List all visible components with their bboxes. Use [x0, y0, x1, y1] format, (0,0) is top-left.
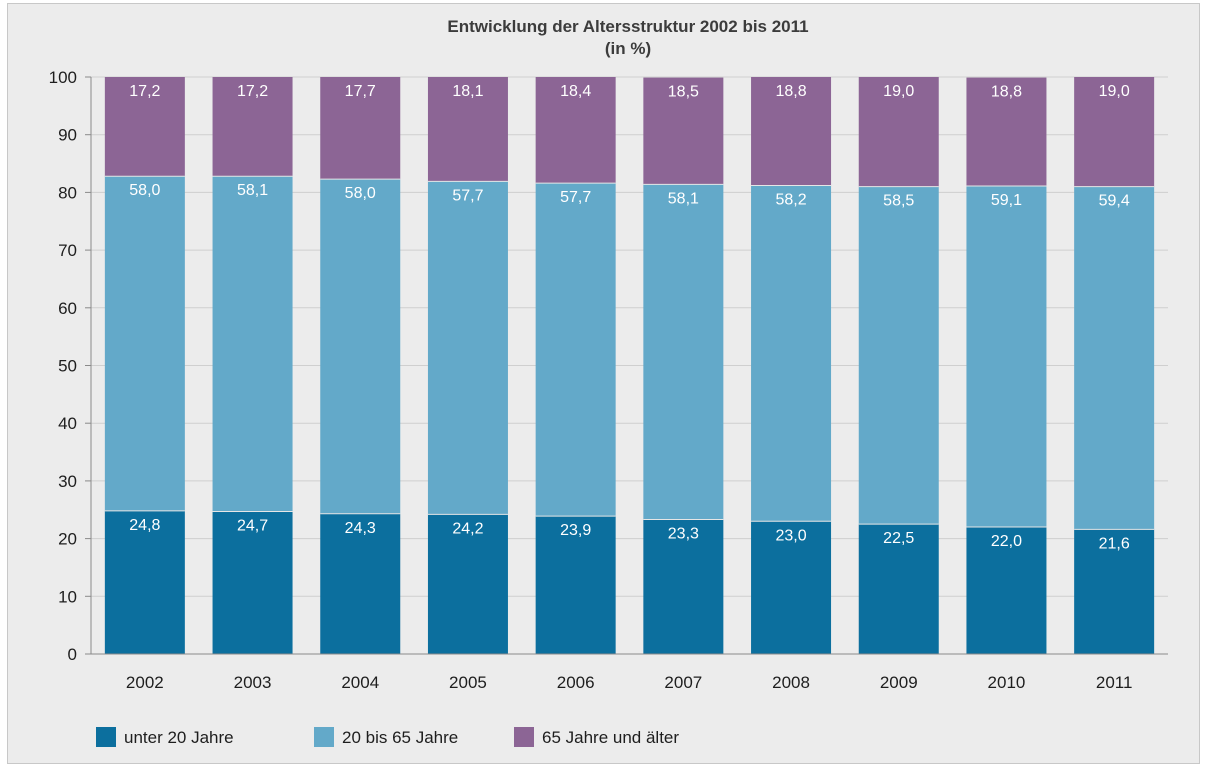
bar-segment: [751, 77, 832, 186]
legend-label: 20 bis 65 Jahre: [342, 728, 458, 747]
data-label: 24,2: [452, 520, 483, 537]
x-tick-label: 2010: [988, 673, 1026, 692]
bar-segment: [1074, 186, 1155, 530]
data-label: 22,0: [991, 533, 1022, 550]
bar-segment: [212, 77, 293, 177]
bar-segment: [104, 77, 185, 177]
bar-segment: [320, 179, 401, 514]
x-tick-label: 2002: [126, 673, 164, 692]
bar-segment: [966, 77, 1047, 187]
x-tick-label: 2004: [341, 673, 379, 692]
chart-subtitle: (in %): [605, 39, 651, 58]
legend: unter 20 Jahre 20 bis 65 Jahre 65 Jahre un…: [96, 727, 679, 747]
data-label: 18,8: [775, 83, 806, 100]
data-label: 18,8: [991, 84, 1022, 101]
data-label: 17,7: [345, 83, 376, 100]
x-tick-label: 2008: [772, 673, 810, 692]
x-tick-label: 2009: [880, 673, 918, 692]
bar-segment: [1074, 77, 1155, 187]
bar-segment: [966, 186, 1047, 528]
legend-swatch: [514, 727, 534, 747]
data-label: 59,4: [1099, 193, 1130, 210]
bar-segment: [643, 77, 724, 185]
data-label: 58,0: [129, 182, 160, 199]
y-tick-label: 70: [58, 241, 77, 260]
bar-segment: [427, 77, 508, 182]
bar-segment: [1074, 529, 1155, 654]
data-label: 18,1: [452, 83, 483, 100]
bar-segment: [320, 513, 401, 654]
stacked-bar-chart: Entwicklung der Altersstruktur 2002 bis …: [49, 17, 1168, 747]
x-tick-label: 2011: [1096, 673, 1133, 692]
legend-label: 65 Jahre und älter: [542, 728, 679, 747]
bar-segment: [427, 181, 508, 515]
y-tick-label: 60: [58, 299, 77, 318]
data-label: 58,5: [883, 193, 914, 210]
bar-segment: [535, 516, 616, 654]
data-label: 23,9: [560, 522, 591, 539]
data-label: 19,0: [883, 83, 914, 100]
data-label: 58,1: [668, 190, 699, 207]
data-label: 17,2: [237, 83, 268, 100]
y-tick-label: 0: [68, 645, 77, 664]
data-label: 17,2: [129, 83, 160, 100]
data-label: 58,0: [345, 185, 376, 202]
bar-segment: [104, 510, 185, 654]
y-tick-label: 20: [58, 530, 77, 549]
data-label: 21,6: [1099, 535, 1130, 552]
bar-segment: [966, 527, 1047, 654]
data-label: 57,7: [560, 189, 591, 206]
bar-segment: [212, 511, 293, 654]
chart-title: Entwicklung der Altersstruktur 2002 bis …: [447, 17, 808, 36]
bar-segment: [858, 524, 939, 654]
bar-segment: [427, 514, 508, 654]
data-label: 22,5: [883, 530, 914, 547]
x-tick-label: 2005: [449, 673, 487, 692]
legend-label: unter 20 Jahre: [124, 728, 234, 747]
legend-swatch: [314, 727, 334, 747]
bar-segment: [535, 183, 616, 517]
data-label: 59,1: [991, 192, 1022, 209]
x-tick-label: 2007: [664, 673, 702, 692]
bar-segment: [643, 519, 724, 654]
bar-segment: [858, 77, 939, 187]
y-tick-label: 50: [58, 357, 77, 376]
y-tick-label: 100: [49, 68, 77, 87]
data-label: 18,4: [560, 83, 591, 100]
data-label: 24,3: [345, 520, 376, 537]
y-tick-label: 80: [58, 183, 77, 202]
bar-segment: [212, 176, 293, 512]
y-tick-label: 10: [58, 587, 77, 606]
bar-segment: [535, 77, 616, 184]
x-tick-label: 2003: [234, 673, 272, 692]
x-tick-label: 2006: [557, 673, 595, 692]
data-label: 24,8: [129, 517, 160, 534]
data-label: 58,1: [237, 182, 268, 199]
legend-swatch: [96, 727, 116, 747]
data-label: 24,7: [237, 517, 268, 534]
chart-frame: Entwicklung der Altersstruktur 2002 bis …: [7, 3, 1200, 764]
y-tick-label: 40: [58, 414, 77, 433]
axes: 0 10 20 30 40 50 60 70 80 90 100 2002 2003 2004 2005 20…: [49, 68, 1168, 692]
bar-segment: [643, 184, 724, 520]
bar-segment: [320, 77, 401, 180]
y-tick-label: 30: [58, 472, 77, 491]
data-label: 23,3: [668, 526, 699, 543]
bar-segment: [751, 521, 832, 654]
bar-segment: [858, 186, 939, 525]
data-label: 58,2: [775, 191, 806, 208]
bar-segment: [104, 176, 185, 511]
data-label: 19,0: [1099, 83, 1130, 100]
y-tick-label: 90: [58, 126, 77, 145]
bar-segment: [751, 185, 832, 522]
bars: 24,8 58,0 17,2 24,7 58,1 17,2 24,3 58,0 17,7 24,2…: [104, 77, 1155, 654]
data-label: 57,7: [452, 187, 483, 204]
data-label: 23,0: [775, 527, 806, 544]
data-label: 18,5: [668, 84, 699, 101]
